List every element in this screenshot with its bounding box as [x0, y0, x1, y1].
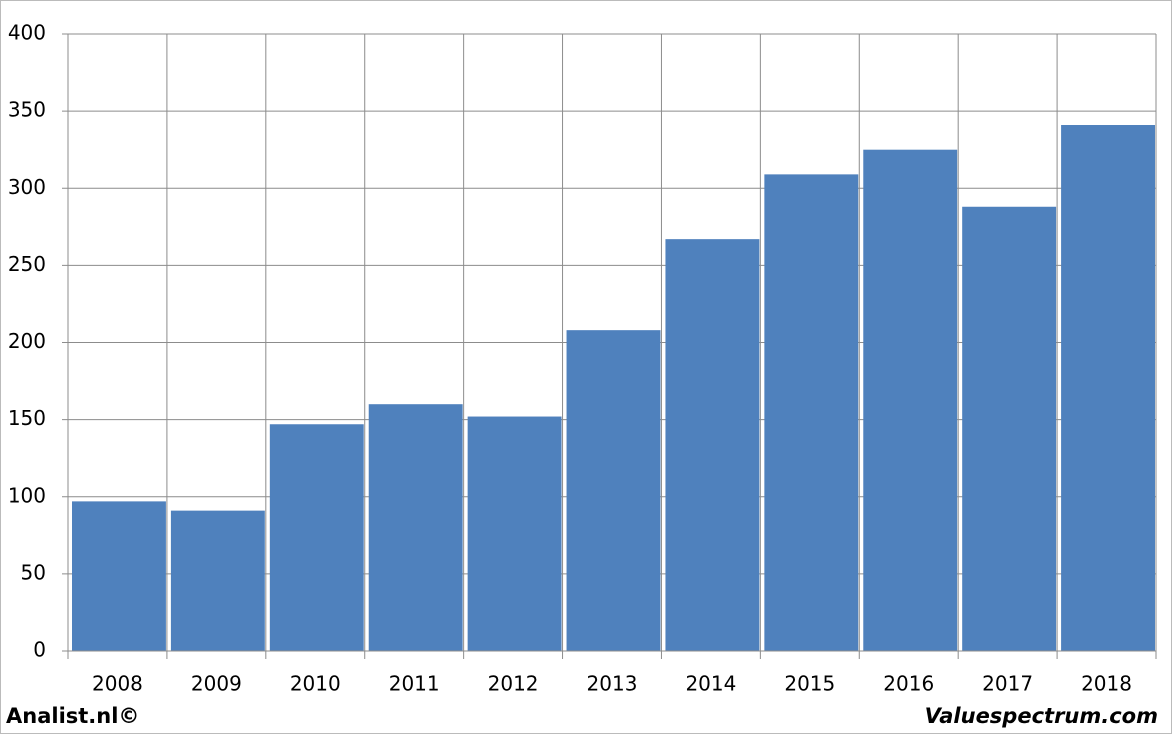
- x-tick-label: 2010: [290, 672, 341, 696]
- x-tick-label: 2011: [389, 672, 440, 696]
- x-tick-label: 2017: [982, 672, 1033, 696]
- y-tick-label: 0: [33, 638, 46, 662]
- x-tick-label: 2012: [488, 672, 539, 696]
- x-tick-label: 2013: [587, 672, 638, 696]
- x-tick-label: 2008: [92, 672, 143, 696]
- footer-left: Analist.nl©: [6, 704, 139, 728]
- y-tick-label: 400: [8, 21, 46, 45]
- bar: [368, 404, 463, 651]
- bar: [72, 501, 166, 651]
- bar: [467, 416, 562, 651]
- footer-right: Valuespectrum.com: [925, 704, 1158, 728]
- bar: [764, 174, 859, 651]
- y-tick-label: 250: [8, 252, 46, 276]
- bar: [962, 206, 1057, 651]
- y-tick-label: 50: [21, 560, 46, 584]
- bar: [665, 239, 760, 651]
- bar: [863, 149, 958, 651]
- x-tick-label: 2018: [1081, 672, 1132, 696]
- y-tick-label: 350: [8, 98, 46, 122]
- x-tick-label: 2009: [191, 672, 242, 696]
- x-tick-label: 2016: [883, 672, 934, 696]
- x-tick-label: 2015: [784, 672, 835, 696]
- bar: [170, 510, 265, 651]
- bar: [1061, 125, 1155, 651]
- y-tick-label: 100: [8, 483, 46, 507]
- x-tick-label: 2014: [685, 672, 736, 696]
- y-tick-label: 200: [8, 329, 46, 353]
- bar: [566, 330, 661, 651]
- bar: [269, 424, 364, 651]
- y-tick-label: 150: [8, 406, 46, 430]
- y-tick-label: 300: [8, 175, 46, 199]
